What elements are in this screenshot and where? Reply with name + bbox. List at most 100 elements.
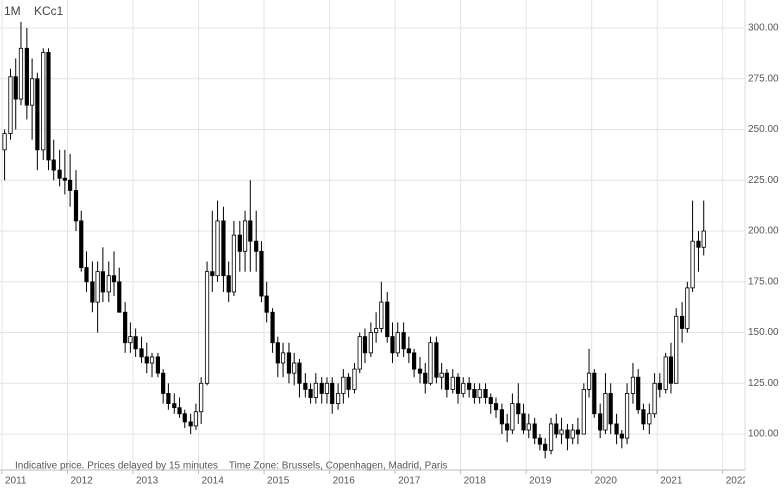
candle-body [24,47,29,106]
x-tick-labels: 2011 2012 2013 2014 2015 2016 2017 2018 2019 2020… [5,476,749,487]
candle-body [221,220,226,277]
y-tick-label: 150.00 [748,327,779,338]
candle-body [554,423,559,435]
candle-body [461,382,466,394]
candle-body [193,411,199,427]
candle-body [303,382,308,390]
candle-body [537,437,543,445]
candle-body [324,382,330,394]
candles [2,21,706,459]
candle-body [188,421,193,427]
candle-body [543,443,548,451]
candle-body [144,356,149,364]
candle-body [652,382,657,415]
candle-body [548,423,554,451]
candle-body [374,328,379,333]
candle-body [636,376,641,411]
candle-body [8,76,13,134]
candle-body [598,413,603,431]
candle-body [690,240,695,289]
candle-body [565,429,570,439]
candle-body [161,372,166,394]
y-tick-label: 225.00 [748,175,779,186]
candle-body [679,315,685,329]
candle-body [73,190,79,222]
candle-body [139,348,144,358]
candle-body [390,336,395,354]
candle-body [674,315,679,384]
y-tick-label: 175.00 [748,276,779,287]
candle-body [84,267,89,283]
x-tick-label: 2020 [595,476,618,487]
x-tick-label: 2019 [529,476,552,487]
candle-body [62,177,67,181]
x-tick-label: 2014 [202,476,225,487]
candle-body [521,413,526,431]
candle-body [155,356,161,374]
y-tick-label: 200.00 [748,226,779,237]
candle-body [570,429,575,439]
candle-body [619,433,624,439]
x-tick-label: 2015 [267,476,290,487]
x-tick-label: 2013 [136,476,159,487]
candle-body [575,429,581,435]
candle-body [477,388,482,398]
candle-body [2,133,7,151]
candle-body [100,271,105,293]
candle-body [226,275,231,293]
candle-body [237,234,242,252]
candle-body [172,403,177,409]
candle-body [603,393,608,431]
candle-body [685,287,690,329]
candle-body [439,372,444,378]
candle-body [385,301,390,338]
candle-body [30,78,35,106]
candle-body [663,356,668,390]
candle-body [668,356,674,384]
x-tick-label: 2022 [726,476,749,487]
candle-body [248,220,253,242]
candle-body [51,159,56,171]
candle-body [259,250,264,297]
candle-body [467,382,472,390]
candle-body [423,372,428,384]
candle-body [357,336,362,370]
candle-body [406,348,411,354]
candle-body [493,403,499,411]
y-tick-label: 100.00 [748,429,779,440]
candle-body [79,220,84,268]
x-tick-label: 2017 [398,476,421,487]
candle-body [254,240,259,252]
candle-body [455,376,461,394]
candle-body [106,275,111,293]
candle-body [149,356,155,364]
candle-body [90,281,95,303]
candle-body [379,301,384,329]
x-tick-label: 2021 [660,476,683,487]
candle-body [434,342,439,378]
candle-body [215,220,220,277]
candle-body [319,382,324,394]
candle-body [199,382,204,413]
candle-body [346,376,351,390]
candle-body [46,51,51,161]
candle-body [242,220,248,252]
candle-body [368,332,373,354]
candle-body [57,169,62,179]
candle-body [526,423,531,431]
candle-body [450,376,455,390]
candle-body [592,372,597,415]
candle-body [352,368,357,390]
candle-body [336,393,341,405]
candle-body [499,409,505,425]
candle-body [231,234,237,293]
candle-body [559,429,564,435]
candle-body [308,388,313,398]
x-tick-label: 2018 [464,476,487,487]
candle-body [264,295,269,313]
candle-body [68,179,73,191]
y-tick-label: 125.00 [748,378,779,389]
candle-body [647,413,652,425]
candle-body [313,382,318,398]
